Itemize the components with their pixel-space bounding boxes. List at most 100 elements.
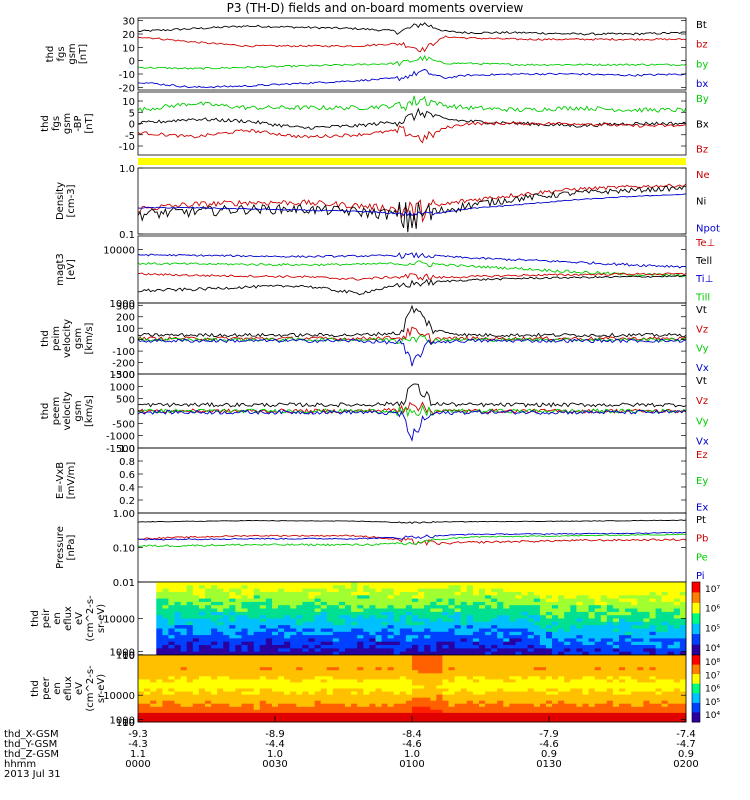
spectrogram-cell xyxy=(192,673,200,677)
spectrogram-cell xyxy=(418,679,425,683)
spectrogram-cell xyxy=(284,588,291,593)
spectrogram-cell xyxy=(673,670,681,674)
spectrogram-cell xyxy=(552,655,559,659)
spectrogram-cell xyxy=(308,641,315,646)
spectrogram-cell xyxy=(527,598,535,603)
spectrogram-cell xyxy=(442,608,449,613)
spectrogram-cell xyxy=(667,664,675,668)
spectrogram-cell xyxy=(576,658,583,662)
spectrogram-cell xyxy=(594,667,602,671)
spectrogram-cell xyxy=(320,658,328,662)
spectrogram-cell xyxy=(643,585,650,589)
spectrogram-cell xyxy=(515,676,522,680)
spectrogram-cell xyxy=(491,635,498,639)
spectrogram-cell xyxy=(168,582,175,586)
spectrogram-cell xyxy=(290,585,297,589)
spectrogram-cell xyxy=(533,685,541,689)
y-axis-label: gsm xyxy=(73,400,84,421)
spectrogram-cell xyxy=(515,709,522,714)
spectrogram-cell xyxy=(454,709,462,714)
spectrogram-cell xyxy=(278,658,285,662)
spectrogram-cell xyxy=(186,585,194,589)
spectrogram-cell xyxy=(479,595,486,599)
spectrogram-cell xyxy=(600,635,608,639)
spectrogram-cell xyxy=(381,682,389,686)
spectrogram-cell xyxy=(527,658,535,662)
spectrogram-cell xyxy=(637,582,644,586)
spectrogram-cell xyxy=(588,625,596,629)
spectrogram-cell xyxy=(381,635,389,639)
spectrogram-cell xyxy=(326,585,334,589)
spectrogram-cell xyxy=(606,651,614,656)
spectrogram-cell xyxy=(180,719,188,723)
spectrogram-cell xyxy=(472,703,480,708)
spectrogram-cell xyxy=(412,685,419,689)
spectrogram-cell xyxy=(600,598,608,603)
spectrogram-cell xyxy=(259,631,267,636)
spectrogram-cell xyxy=(278,625,285,629)
spectrogram-cell xyxy=(509,679,516,683)
spectrogram-cell xyxy=(393,611,401,616)
spectrogram-cell xyxy=(205,605,212,609)
spectrogram-cell xyxy=(418,712,425,717)
spectrogram-cell xyxy=(436,588,443,593)
series-line-vx xyxy=(137,338,687,367)
spectrogram-cell xyxy=(138,673,145,677)
spectrogram-cell xyxy=(332,635,340,639)
spectrogram-cell xyxy=(661,592,669,596)
spectrogram-cell xyxy=(211,631,218,636)
spectrogram-cell xyxy=(430,676,437,680)
spectrogram-cell xyxy=(198,611,206,616)
spectrogram-cell xyxy=(552,667,559,671)
spectrogram-cell xyxy=(582,719,589,723)
spectrogram-cell xyxy=(503,667,510,671)
spectrogram-cell xyxy=(186,676,194,680)
spectrogram-cell xyxy=(612,719,620,723)
spectrogram-cell xyxy=(405,611,413,616)
spectrogram-cell xyxy=(381,628,389,633)
spectrogram-cell xyxy=(235,688,242,692)
spectrogram-cell xyxy=(393,676,401,680)
spectrogram-cell xyxy=(570,615,577,619)
spectrogram-cell xyxy=(314,694,322,698)
spectrogram-cell xyxy=(552,641,559,646)
spectrogram-cell xyxy=(290,709,297,714)
spectrogram-cell xyxy=(546,679,553,683)
spectrogram-cell xyxy=(205,691,212,695)
spectrogram-cell xyxy=(259,635,267,639)
spectrogram-cell xyxy=(625,585,632,589)
spectrogram-cell xyxy=(247,670,255,674)
spectrogram-cell xyxy=(308,631,315,636)
spectrogram-cell xyxy=(229,631,236,636)
spectrogram-cell xyxy=(436,682,443,686)
spectrogram-cell xyxy=(278,697,285,701)
series-line-vt xyxy=(137,304,687,338)
spectrogram-cell xyxy=(393,670,401,674)
spectrogram-cell xyxy=(247,664,255,668)
spectrogram-cell xyxy=(205,582,212,586)
spectrogram-cell xyxy=(649,655,656,659)
spectrogram-cell xyxy=(631,682,638,686)
spectrogram-cell xyxy=(472,592,480,596)
spectrogram-cell xyxy=(174,595,181,599)
spectrogram-cell xyxy=(180,658,188,662)
spectrogram-cell xyxy=(265,667,273,671)
spectrogram-cell xyxy=(606,635,614,639)
spectrogram-cell xyxy=(229,661,236,665)
spectrogram-cell xyxy=(643,625,650,629)
spectrogram-cell xyxy=(272,682,279,686)
spectrogram-cell xyxy=(661,706,669,711)
spectrogram-cell xyxy=(150,661,157,665)
spectrogram-cell xyxy=(594,635,602,639)
spectrogram-cell xyxy=(619,645,626,649)
spectrogram-cell xyxy=(198,682,206,686)
spectrogram-cell xyxy=(180,601,188,606)
spectrogram-cell xyxy=(241,608,248,613)
spectrogram-cell xyxy=(290,719,297,723)
spectrogram-cell xyxy=(363,631,370,636)
spectrogram-cell xyxy=(418,685,425,689)
spectrogram-cell xyxy=(424,608,431,613)
spectrogram-cell xyxy=(643,691,650,695)
spectrogram-cell xyxy=(600,658,608,662)
